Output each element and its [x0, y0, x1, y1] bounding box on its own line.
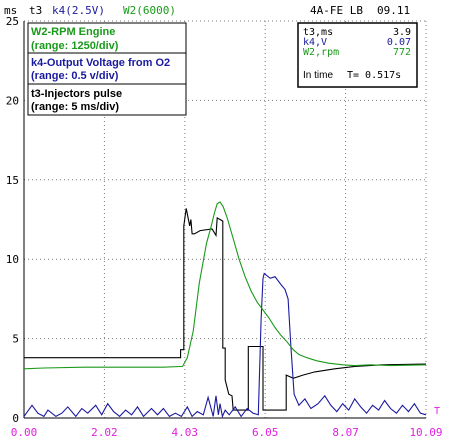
x-tick-label: 8.07	[332, 426, 359, 439]
series-line-t3	[24, 208, 427, 411]
x-tick-label: 0.00	[11, 426, 38, 439]
legend-box: W2-RPM Engine (range: 1250/div) k4-Outpu…	[27, 22, 187, 116]
legend-injector-name: t3-Injectors pulse	[31, 88, 122, 100]
readout-t3-value: 3.9	[393, 27, 411, 38]
header-channel-w2: W2(6000)	[123, 4, 176, 17]
legend-rpm-name: W2-RPM Engine	[31, 26, 115, 38]
x-tick-label: 6.05	[252, 426, 279, 439]
header-engine: 4A-FE LB	[310, 4, 363, 17]
header-unit: ms	[4, 4, 17, 17]
y-tick-label: 15	[6, 174, 19, 187]
x-tick-label: 10.09	[409, 426, 442, 439]
legend-o2-range: (range: 0.5 v/div)	[31, 70, 119, 82]
x-tick-label: 2.02	[91, 426, 118, 439]
readout-t3-label: t3,ms	[303, 27, 333, 38]
readout-box: t3,ms 3.9 k4,V 0.07 W2,rpm 772 In time T…	[297, 22, 418, 88]
legend-injector-range: (range: 5 ms/div)	[31, 101, 119, 113]
x-axis-unit-label: T	[434, 406, 440, 417]
series-line-k4	[23, 272, 427, 419]
readout-intime-value: T= 0.517s	[347, 70, 401, 81]
header-channel-k4: k4(2.5V)	[52, 4, 105, 17]
y-tick-label: 25	[6, 15, 19, 28]
readout-k4-label: k4,V	[303, 37, 327, 48]
header-channel-t3: t3	[29, 4, 42, 17]
series-line-w2	[23, 201, 427, 370]
y-tick-label: 0	[12, 412, 19, 425]
header-date: 09.11	[377, 4, 410, 17]
legend-rpm-range: (range: 1250/div)	[31, 40, 119, 52]
readout-w2-value: 772	[393, 47, 411, 58]
chart-series	[23, 201, 427, 419]
legend-o2-name: k4-Output Voltage from O2	[31, 57, 170, 69]
chart-grid	[23, 20, 427, 419]
readout-intime-label: In time	[303, 70, 333, 81]
x-axis-tick-labels: 0.00 2.02 4.03 6.05 8.07 10.09	[11, 426, 443, 439]
x-tick-label: 4.03	[172, 426, 199, 439]
readout-w2-label: W2,rpm	[303, 47, 339, 58]
readout-k4-value: 0.07	[387, 37, 411, 48]
y-tick-label: 5	[12, 333, 19, 346]
y-tick-label: 20	[6, 94, 19, 107]
y-axis-tick-labels: 0 5 10 15 20 25	[6, 15, 19, 425]
y-tick-label: 10	[6, 253, 19, 266]
